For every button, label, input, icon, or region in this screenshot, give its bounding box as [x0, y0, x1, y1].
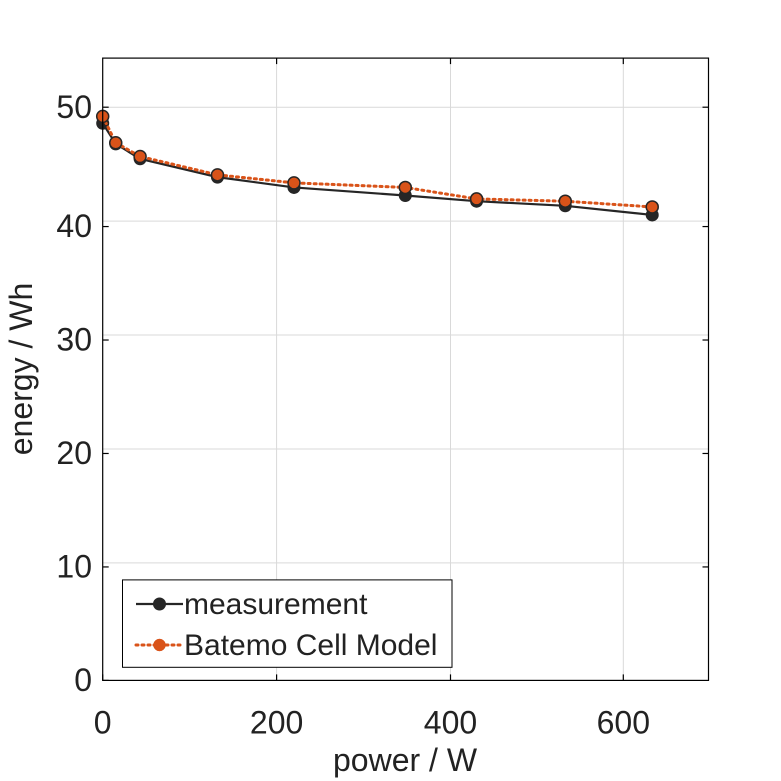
svg-text:50: 50 — [56, 89, 92, 125]
svg-text:measurement: measurement — [184, 588, 368, 621]
svg-text:40: 40 — [56, 208, 92, 244]
svg-text:Batemo Cell Model: Batemo Cell Model — [184, 629, 437, 662]
svg-text:energy / Wh: energy / Wh — [3, 283, 39, 456]
svg-text:0: 0 — [74, 662, 92, 698]
svg-text:20: 20 — [56, 435, 92, 471]
svg-text:200: 200 — [250, 705, 303, 741]
svg-text:30: 30 — [56, 322, 92, 358]
svg-text:10: 10 — [56, 549, 92, 585]
svg-text:power / W: power / W — [333, 742, 478, 778]
svg-text:400: 400 — [424, 705, 477, 741]
svg-text:0: 0 — [94, 705, 112, 741]
svg-text:600: 600 — [597, 705, 650, 741]
